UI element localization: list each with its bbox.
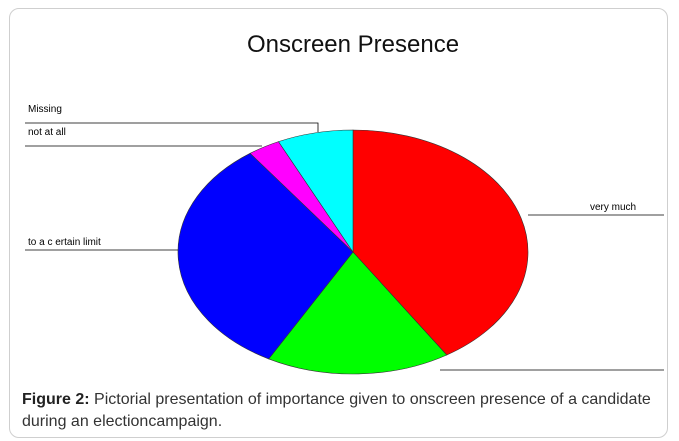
figure-frame [9, 8, 668, 438]
slice-label: very much [590, 202, 636, 213]
slice-label: not at all [28, 127, 66, 138]
caption-label: Figure 2: [22, 391, 90, 408]
slice-label: Missing [28, 104, 62, 115]
caption: Figure 2: Pictorial presentation of impo… [22, 389, 667, 433]
pie-slice [268, 251, 448, 375]
slice-label: to a c ertain limit [28, 237, 101, 248]
pie-slice [278, 129, 354, 253]
pie-slice [352, 129, 529, 356]
caption-text: Pictorial presentation of importance giv… [22, 391, 651, 430]
chart-title: Onscreen Presence [247, 31, 459, 58]
leader-line [25, 122, 319, 132]
pie-slice [177, 152, 354, 360]
